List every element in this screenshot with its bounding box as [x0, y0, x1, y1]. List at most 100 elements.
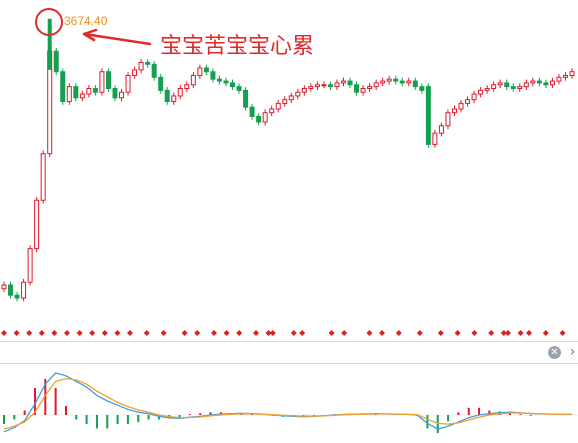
candle-body	[105, 71, 111, 90]
candle-body	[321, 84, 327, 87]
annotation-text: 宝宝苦宝宝心累	[160, 34, 314, 59]
candle-body	[249, 106, 255, 117]
signal-marker	[1, 330, 7, 336]
candle-body	[562, 74, 568, 78]
candle-body	[530, 80, 536, 84]
signal-marker	[26, 330, 33, 336]
candle-body	[419, 86, 425, 91]
candle-body	[216, 78, 222, 82]
signal-marker	[181, 330, 188, 336]
candle-body	[288, 95, 294, 101]
candle-body	[471, 93, 477, 101]
candle-body	[412, 80, 418, 88]
signal-marker	[194, 330, 201, 336]
candle-body	[556, 76, 562, 82]
signal-marker	[160, 330, 167, 336]
candle-body	[8, 284, 14, 296]
candle-body	[190, 74, 196, 86]
signal-marker	[416, 330, 423, 336]
candle-body	[451, 108, 457, 114]
candle-body	[184, 84, 190, 90]
candle-body	[40, 153, 46, 201]
signal-marker	[76, 330, 83, 336]
candle-body	[569, 71, 575, 76]
candle-body	[14, 294, 20, 299]
panel-divider-2	[0, 363, 578, 364]
candle-body	[510, 86, 516, 89]
panel-divider	[0, 341, 578, 342]
candle-body	[203, 67, 209, 73]
chevron-right-icon: ›	[569, 344, 576, 360]
signal-marker	[89, 330, 96, 336]
candle-body	[210, 71, 216, 80]
candle-body	[243, 89, 249, 108]
candle-body	[53, 50, 59, 73]
candle-body	[86, 88, 92, 95]
candle-body	[517, 86, 523, 89]
candle-body	[543, 82, 549, 86]
candle-body	[340, 80, 346, 84]
candle-body	[445, 112, 451, 127]
candle-body	[347, 80, 353, 86]
signal-marker	[379, 330, 385, 336]
signal-marker	[253, 330, 259, 336]
candle-body	[314, 84, 320, 88]
candle-body	[132, 69, 138, 76]
candle-body	[21, 281, 27, 299]
close-panel-button[interactable]: ✕	[548, 346, 561, 359]
signal-marker	[265, 330, 272, 336]
price-chart	[1, 18, 575, 336]
candle-body	[236, 86, 242, 91]
signal-marker	[500, 330, 507, 336]
candle-body	[458, 102, 464, 110]
macd-dif-line	[3, 372, 573, 433]
signal-marker	[101, 330, 108, 336]
candle-body	[484, 88, 490, 91]
signal-marker	[437, 330, 444, 336]
candle-body	[367, 86, 373, 89]
high-candle	[47, 18, 52, 70]
signal-marker	[559, 330, 566, 336]
candle-body	[145, 61, 151, 65]
candle-body	[1, 284, 7, 290]
candle-body	[504, 82, 510, 88]
candle-body	[262, 112, 268, 123]
candle-body	[491, 84, 497, 90]
signal-marker	[299, 330, 306, 336]
candle-body	[60, 71, 66, 103]
high-marker-circle	[35, 8, 63, 36]
candle-body	[425, 86, 431, 145]
signal-marker	[13, 330, 20, 336]
candle-body	[478, 89, 484, 95]
next-panel-button[interactable]: ›	[567, 344, 578, 360]
macd-dea-line	[3, 377, 573, 430]
signal-marker	[38, 330, 45, 336]
signal-marker	[526, 330, 532, 336]
candle-body	[275, 102, 281, 110]
candle-body	[327, 84, 333, 88]
signal-marker	[471, 330, 478, 336]
candle-body	[138, 61, 144, 71]
candle-body	[230, 82, 236, 88]
signal-marker	[143, 330, 150, 336]
candle-body	[119, 91, 125, 99]
candle-body	[34, 199, 40, 250]
signal-marker	[223, 330, 230, 336]
high-price-label: 3674.40	[64, 14, 108, 28]
signal-marker	[290, 330, 297, 336]
candle-body	[269, 108, 275, 114]
signal-marker	[236, 330, 243, 336]
signal-marker	[542, 330, 549, 336]
candle-body	[158, 76, 164, 91]
candle-body	[177, 88, 183, 97]
candle-body	[151, 63, 157, 78]
signal-marker	[211, 330, 217, 336]
signal-marker	[454, 330, 461, 336]
candle-body	[308, 86, 314, 89]
signal-marker	[505, 330, 511, 336]
macd-chart	[0, 372, 578, 433]
candle-body	[360, 88, 366, 93]
signal-marker	[488, 330, 495, 336]
candle-body	[282, 99, 288, 104]
